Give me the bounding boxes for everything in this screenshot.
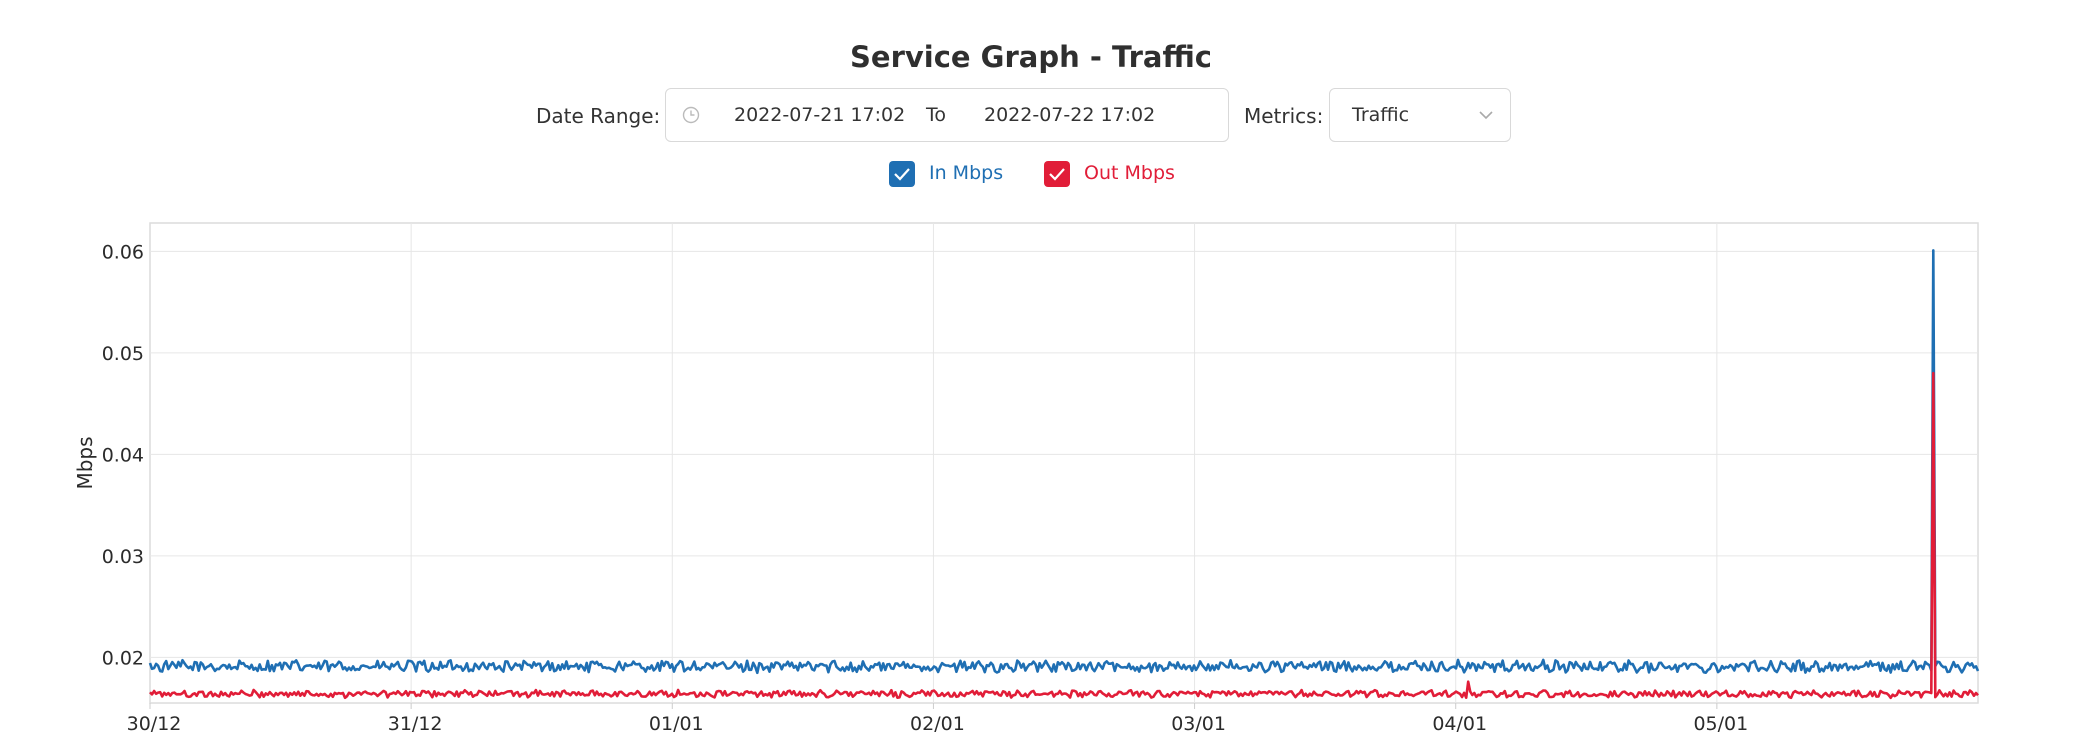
series-line-out [149, 371, 1979, 700]
y-axis-label: Mbps [73, 436, 97, 489]
date-range-picker[interactable]: 2022-07-21 17:02 To 2022-07-22 17:02 [665, 88, 1229, 142]
check-icon [1049, 168, 1065, 181]
x-tick-label: 30/12 [127, 713, 182, 735]
chart-legend: In Mbps Out Mbps [0, 160, 2084, 190]
date-range-label: Date Range: [536, 104, 661, 128]
x-tick-label: 03/01 [1171, 713, 1226, 735]
to-label: To [926, 104, 947, 126]
legend-in-label: In Mbps [929, 162, 1004, 184]
clock-icon [682, 106, 700, 124]
date-from-input[interactable]: 2022-07-21 17:02 [734, 104, 906, 126]
y-tick-label: 0.03 [102, 546, 144, 568]
x-tick-label: 05/01 [1693, 713, 1748, 735]
y-tick-label: 0.02 [102, 647, 144, 669]
page-title: Service Graph - Traffic [850, 40, 1212, 74]
legend-out-checkbox[interactable] [1044, 161, 1070, 187]
y-tick-label: 0.04 [102, 444, 144, 466]
plot-area [149, 222, 1979, 704]
series-line-in [148, 249, 1980, 675]
legend-out-label: Out Mbps [1084, 162, 1175, 184]
filter-bar: Date Range: 2022-07-21 17:02 To 2022-07-… [0, 88, 2084, 144]
check-icon [894, 168, 910, 181]
x-tick-label: 02/01 [910, 713, 965, 735]
date-to-input[interactable]: 2022-07-22 17:02 [984, 104, 1156, 126]
metrics-select[interactable]: Traffic [1329, 88, 1511, 142]
chevron-down-icon [1479, 111, 1493, 120]
x-tick-label: 01/01 [649, 713, 704, 735]
x-tick-label: 04/01 [1432, 713, 1487, 735]
metrics-select-value: Traffic [1352, 104, 1410, 126]
y-tick-label: 0.06 [102, 241, 144, 263]
x-tick-label: 31/12 [388, 713, 443, 735]
metrics-label: Metrics: [1244, 104, 1324, 128]
y-tick-label: 0.05 [102, 343, 144, 365]
legend-in-checkbox[interactable] [889, 161, 915, 187]
